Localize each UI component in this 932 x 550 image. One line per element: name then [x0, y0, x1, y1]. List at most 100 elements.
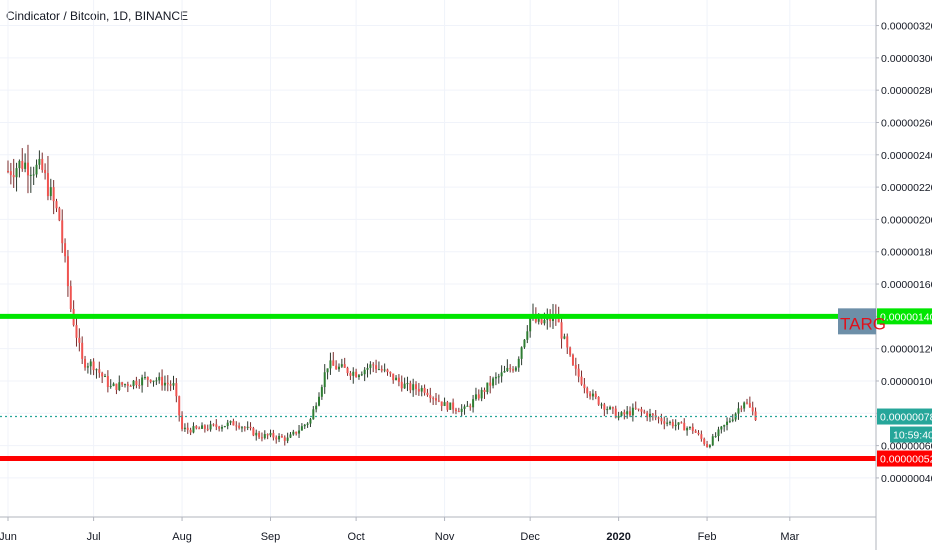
- candle-body: [126, 384, 129, 386]
- candle-body: [500, 372, 503, 377]
- price-tick-label: 0.00000260: [881, 117, 932, 129]
- candle-body: [289, 434, 292, 438]
- candle-body: [229, 421, 232, 423]
- candle-body: [161, 376, 164, 386]
- candle-body: [355, 371, 358, 378]
- candle-body: [366, 367, 369, 370]
- candle-body: [18, 160, 21, 169]
- candle-body: [489, 382, 492, 386]
- candle-body: [266, 434, 269, 436]
- candle-body: [252, 428, 255, 436]
- candle-body: [292, 431, 295, 435]
- candle-body: [198, 428, 201, 430]
- candle-body: [75, 325, 78, 338]
- candle-body: [320, 387, 323, 397]
- candle-body: [432, 398, 435, 400]
- candle-body: [380, 369, 383, 371]
- countdown-badge: [890, 426, 932, 443]
- candle-body: [303, 424, 306, 427]
- candle-body: [172, 383, 175, 386]
- chart-title: Cindicator / Bitcoin, 1D, BINANCE: [6, 9, 189, 23]
- time-tick-label: Feb: [698, 531, 717, 543]
- candle-body: [409, 383, 412, 391]
- candle-body: [586, 388, 589, 394]
- candle-body: [657, 417, 660, 419]
- candle-body: [666, 422, 669, 424]
- candle-body: [201, 425, 204, 429]
- candle-body: [680, 422, 683, 424]
- candle-body: [135, 380, 138, 385]
- candle-body: [369, 364, 372, 368]
- candle-body: [312, 409, 315, 420]
- candle-body: [443, 402, 446, 406]
- price-tick-label: 0.00000280: [881, 85, 932, 97]
- candle-body: [269, 432, 272, 436]
- candle-body: [574, 364, 577, 369]
- candle-body: [158, 376, 161, 381]
- candle-body: [249, 426, 252, 429]
- candle-body: [714, 436, 717, 438]
- candle-body: [24, 162, 27, 169]
- level-price-label: 0.00000052: [880, 454, 932, 466]
- candle-body: [118, 382, 121, 390]
- price-badges: 0.00000140 0.00000052 0.00000078 10:59:40 TA…: [838, 308, 932, 467]
- candle-body: [389, 371, 392, 374]
- candle-body: [258, 432, 261, 438]
- candle-body: [660, 418, 663, 422]
- candle-body: [557, 317, 560, 323]
- target-label-box: [838, 308, 876, 335]
- candle-body: [86, 366, 89, 368]
- candle-body: [169, 384, 172, 386]
- candle-body: [306, 423, 309, 425]
- candle-body: [138, 384, 141, 386]
- candle-body: [372, 364, 375, 366]
- candle-body: [166, 382, 169, 385]
- candle-body: [688, 426, 691, 429]
- candle-body: [597, 397, 600, 405]
- candle-body: [44, 169, 47, 174]
- candle-body: [591, 393, 594, 397]
- candle-body: [81, 342, 84, 359]
- candle-body: [646, 412, 649, 418]
- candle-body: [529, 316, 532, 332]
- candle-body: [323, 372, 326, 388]
- candle-body: [614, 408, 617, 418]
- candle-body: [61, 220, 64, 244]
- time-tick-label: Jun: [0, 531, 17, 543]
- candle-body: [12, 175, 15, 178]
- countdown-label: 10:59:40: [893, 430, 932, 442]
- time-axis[interactable]: Jun Jul Aug Sep Oct Nov Dec 2020 Feb Mar: [0, 517, 800, 543]
- candle-body: [152, 380, 155, 382]
- candle-body: [731, 419, 734, 421]
- candle-body: [477, 394, 480, 399]
- candle-body: [603, 404, 606, 410]
- candle-body: [466, 405, 469, 407]
- candle-body: [440, 401, 443, 406]
- candle-body: [132, 380, 135, 387]
- level-price-badge: [877, 308, 932, 325]
- candle-body: [717, 429, 720, 437]
- candle-body: [163, 382, 166, 386]
- candle-body: [98, 369, 101, 373]
- time-tick-label: 2020: [606, 531, 630, 543]
- candle-body: [183, 427, 186, 430]
- candle-body: [223, 426, 226, 428]
- price-tick-label: 0.00000320: [881, 21, 932, 33]
- price-tick-label: 0.00000220: [881, 182, 932, 194]
- candle-body: [340, 364, 343, 367]
- current-price-label: 0.00000078: [880, 412, 932, 424]
- candle-body: [640, 409, 643, 412]
- candle-body: [449, 402, 452, 410]
- price-tick-label: 0.00000160: [881, 279, 932, 291]
- candle-body: [238, 425, 241, 428]
- candle-body: [520, 347, 523, 359]
- price-tick-label: 0.00000040: [881, 473, 932, 485]
- candle-body: [726, 421, 729, 426]
- candle-body: [686, 428, 689, 431]
- candle-body: [469, 405, 472, 408]
- candle-body: [540, 319, 543, 324]
- candle-body: [446, 402, 449, 410]
- candle-body: [751, 407, 754, 412]
- candle-body: [537, 319, 540, 322]
